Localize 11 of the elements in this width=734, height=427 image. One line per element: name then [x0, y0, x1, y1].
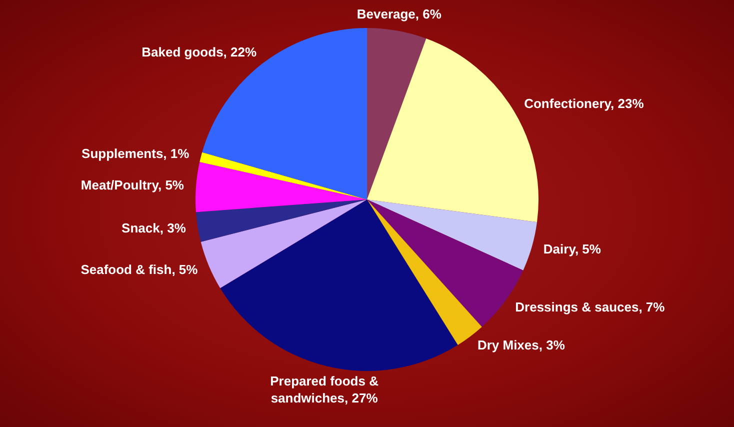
slice-label: Dairy, 5%	[543, 242, 602, 257]
slice-label: Beverage, 6%	[356, 6, 442, 22]
slice-label: Confectionery, 23%	[524, 96, 644, 112]
slice-label: Snack, 3%	[122, 220, 186, 236]
slice-label: Prepared foods & sandwiches, 27%	[270, 374, 378, 406]
slice-label: Supplements, 1%	[82, 146, 190, 161]
slice-label: Meat/Poultry, 5%	[80, 178, 184, 193]
slice-label: Seafood & fish, 5%	[80, 262, 198, 277]
slice-label: Baked goods, 22%	[142, 44, 257, 60]
slice-label: Dressings & sauces, 7%	[515, 299, 666, 314]
slice-label: Dry Mixes, 3%	[477, 338, 566, 353]
